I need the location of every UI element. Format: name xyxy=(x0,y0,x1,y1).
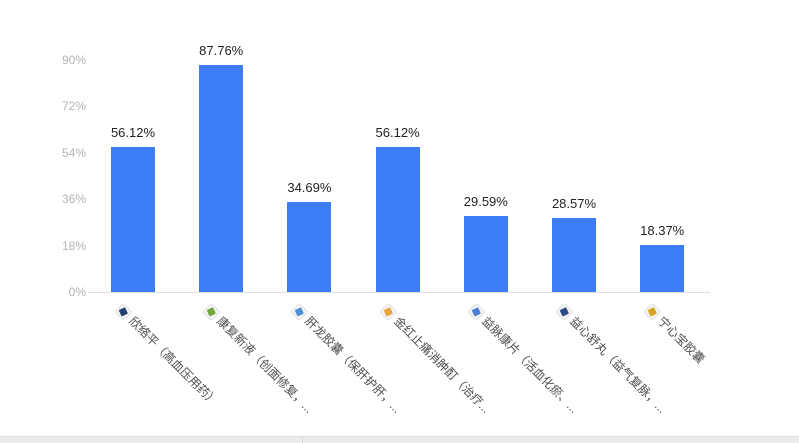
y-axis-tick-label: 18% xyxy=(61,238,86,253)
bar-value-label: 56.12% xyxy=(375,125,420,141)
bar-5[interactable] xyxy=(463,215,508,292)
bar-value-label: 87.76% xyxy=(199,43,244,59)
x-axis-label-text: 康复新液（创面修复，... xyxy=(214,314,317,416)
yimaikangpian-product-icon xyxy=(467,302,486,321)
horizontal-scrollbar-track[interactable] xyxy=(0,436,799,443)
y-axis-tick-label: 54% xyxy=(61,145,86,160)
x-axis-label-text: 宁心宝胶囊 xyxy=(655,314,708,367)
bar-value-label: 34.69% xyxy=(287,180,332,196)
y-axis-tick-label: 0% xyxy=(68,285,86,299)
bar-value-label: 28.57% xyxy=(551,196,597,212)
x-axis-label-text: 欣络平（高血压用药） xyxy=(126,314,221,409)
y-axis-tick-label: 90% xyxy=(61,52,86,67)
bar-7[interactable] xyxy=(640,244,685,292)
x-axis-label-text: 肝龙胶囊（保肝护肝，... xyxy=(302,314,405,416)
bar-value-label: 18.37% xyxy=(640,222,685,238)
scrollbar-thumb-edge xyxy=(302,436,303,443)
bar-2[interactable] xyxy=(199,65,244,292)
x-axis-label-text: 益脉康片（活血化瘀、... xyxy=(478,314,581,416)
bar-3[interactable] xyxy=(287,202,332,292)
x-axis-label-text: 金红止痛消肿酊（治疗... xyxy=(390,314,493,416)
bar-6[interactable] xyxy=(552,218,596,292)
x-axis-label: 宁心宝胶囊 xyxy=(643,302,708,367)
x-axis-label-text: 益心舒丸（益气复脉，... xyxy=(567,314,669,416)
bar-value-label: 56.12% xyxy=(110,125,156,141)
y-axis-tick-label: 72% xyxy=(61,99,86,113)
x-axis-label: 欣络平（高血压用药） xyxy=(114,302,221,409)
bar-1[interactable] xyxy=(111,147,155,292)
bar-4[interactable] xyxy=(375,147,420,292)
jinhongzhitongxiaozhongding-product-icon xyxy=(379,302,398,321)
bar-value-label: 29.59% xyxy=(463,193,508,209)
x-axis-line xyxy=(88,292,710,293)
y-axis-tick-label: 36% xyxy=(61,192,86,206)
